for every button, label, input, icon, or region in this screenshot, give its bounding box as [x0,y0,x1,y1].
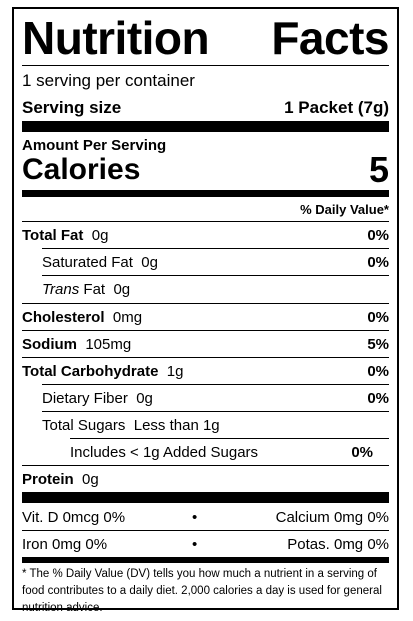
nutrient-row-total-fat: Total Fat 0g 0% [22,222,389,248]
iron: Iron 0mg 0% [22,535,108,553]
calories-label: Calories [22,153,141,186]
divider [22,357,389,358]
nutrient-dv: 0% [367,226,389,244]
daily-value-header: % Daily Value* [22,199,389,219]
divider [70,438,389,439]
nutrient-amount: 0g [91,226,109,244]
medium-divider [22,190,389,197]
nutrient-dv: 0% [367,362,389,380]
vitamin-d: Vit. D 0mcg 0% [22,508,126,526]
nutrient-row-protein: Protein 0g [22,466,389,492]
title-nutrition: Nutrition [22,12,210,64]
divider [22,221,389,222]
footnote: * The % Daily Value (DV) tells you how m… [22,568,382,614]
divider [42,275,389,276]
servings-per-container: 1 serving per container [22,71,195,90]
nutrient-dv: 0% [367,389,389,407]
nutrient-dv: 0% [367,308,389,326]
nutrient-amount: 0g [141,253,158,271]
divider [22,65,389,66]
vitamin-row-1: Vit. D 0mcg 0% • Calcium 0mg 0% [22,504,389,530]
nutrient-name: Fat [83,280,106,298]
nutrient-dv: 0% [351,443,373,461]
divider [42,411,389,412]
nutrient-row-dietary-fiber: Dietary Fiber 0g 0% [42,385,389,411]
nutrient-dv: 0% [367,253,389,271]
label-title: Nutrition Facts [22,13,389,63]
thick-divider [22,121,389,132]
nutrient-amount: Less than 1g [133,416,220,434]
calories-value: 5 [368,149,389,190]
nutrient-row-cholesterol: Cholesterol 0mg 0% [22,304,389,330]
nutrient-name: Total Fat [22,226,84,244]
nutrient-row-total-carbohydrate: Total Carbohydrate 1g 0% [22,358,389,384]
serving-size-value: 1 Packet (7g) [284,98,389,117]
calcium: Calcium 0mg 0% [275,508,389,526]
divider [42,384,389,385]
amount-per-serving: Amount Per Serving [22,137,167,154]
nutrient-name: Total Carbohydrate [22,362,159,380]
nutrient-dv: 5% [367,335,389,353]
nutrient-row-sodium: Sodium 105mg 5% [22,331,389,357]
nutrition-facts-label: Nutrition Facts 1 serving per container … [12,7,399,614]
nutrient-name-italic: Trans [42,280,80,298]
calories-row: Calories 5 [22,149,389,190]
nutrient-amount: 0g [82,470,99,488]
nutrient-row-added-sugars: Includes < 1g Added Sugars 0% [70,439,373,465]
medium-divider [22,557,389,563]
serving-size-row: Serving size 1 Packet (7g) [22,95,389,121]
nutrient-amount: 0mg [112,308,143,326]
divider [42,248,389,249]
title-facts: Facts [271,12,389,64]
nutrient-name: Sodium [22,335,77,353]
thick-divider [22,492,389,503]
divider [22,530,389,531]
nutrient-name: Dietary Fiber [42,389,128,407]
nutrient-amount: 0g [113,280,131,298]
nutrient-name: Cholesterol [22,308,105,326]
bullet: • [192,535,198,553]
vitamin-row-2: Iron 0mg 0% • Potas. 0mg 0% [22,531,389,557]
nutrient-row-total-sugars: Total Sugars Less than 1g [42,412,389,438]
nutrient-amount: 0g [136,389,153,407]
potassium: Potas. 0mg 0% [287,535,389,553]
bullet: • [192,508,198,526]
nutrient-name: Total Sugars [42,416,126,434]
divider [22,465,389,466]
divider [22,303,389,304]
nutrient-row-trans-fat: Trans Fat 0g [42,276,389,302]
divider [22,330,389,331]
nutrient-amount: 105mg [85,335,132,353]
nutrient-row-saturated-fat: Saturated Fat 0g 0% [42,249,389,275]
daily-value-header-text: % Daily Value* [300,201,389,217]
nutrient-name: Saturated Fat [42,253,133,271]
serving-size-label: Serving size [22,98,122,117]
nutrient-amount: 1g [166,362,184,380]
nutrient-name: Protein [22,470,74,488]
nutrient-name: Includes < 1g Added Sugars [70,443,259,461]
